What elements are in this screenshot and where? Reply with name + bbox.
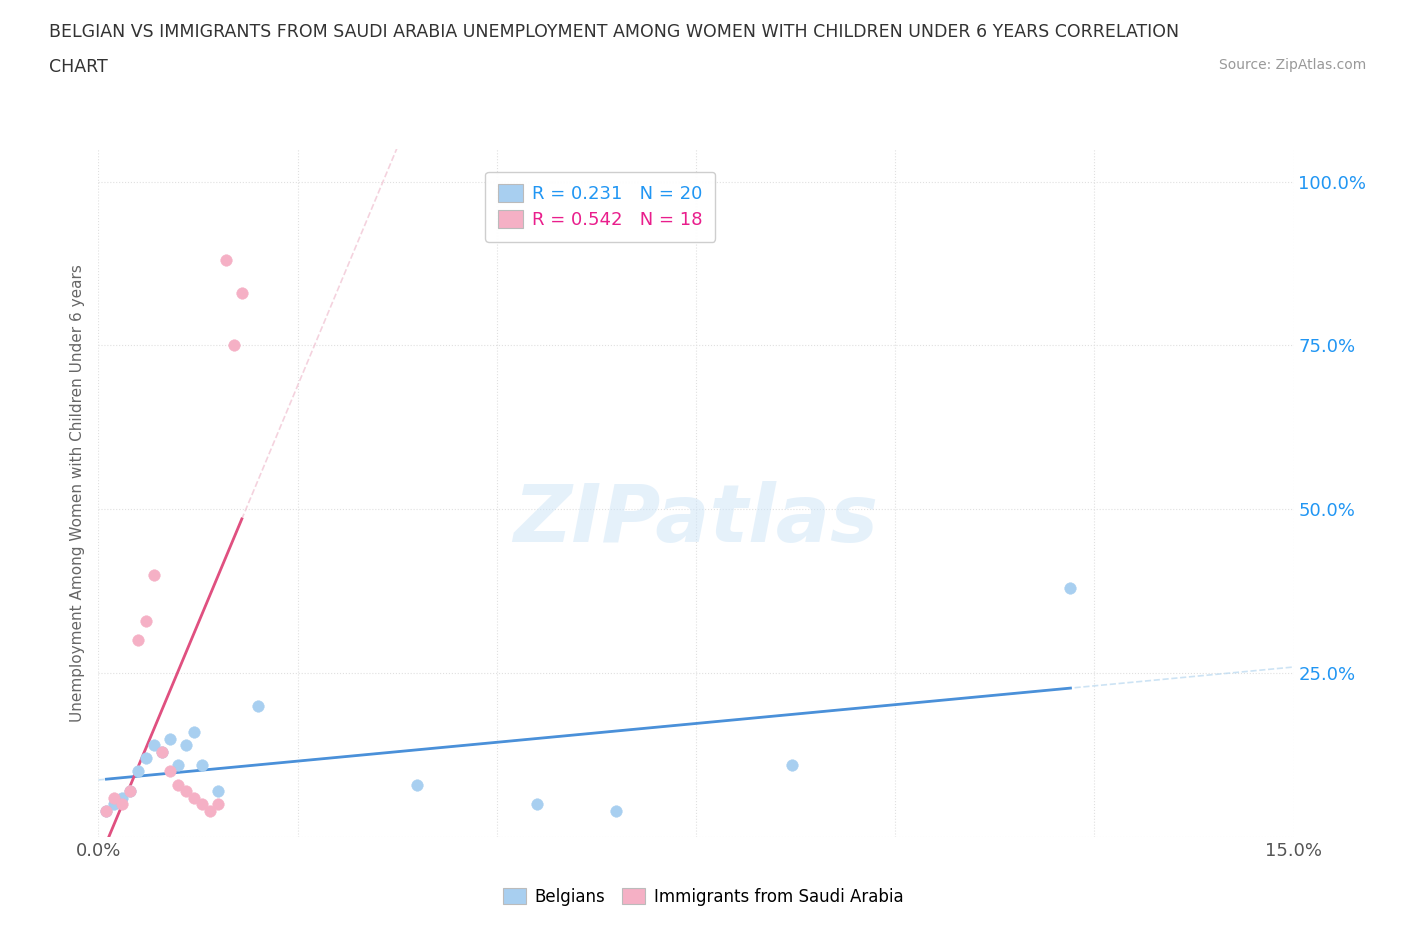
Point	[174, 737, 197, 752]
Text: ZIPatlas: ZIPatlas	[513, 482, 879, 560]
Point	[1059, 580, 1081, 595]
Point	[207, 784, 229, 799]
Point	[135, 613, 157, 628]
Point	[135, 751, 157, 765]
Point	[215, 253, 238, 268]
Point	[111, 797, 134, 812]
Point	[120, 784, 142, 799]
Point	[150, 744, 173, 759]
Point	[780, 757, 803, 772]
Point	[159, 731, 181, 746]
Point	[96, 804, 118, 818]
Point	[526, 797, 548, 812]
Legend: Belgians, Immigrants from Saudi Arabia: Belgians, Immigrants from Saudi Arabia	[496, 881, 910, 912]
Point	[111, 790, 134, 805]
Point	[231, 286, 253, 300]
Point	[143, 567, 166, 582]
Point	[159, 764, 181, 779]
Point	[183, 724, 205, 739]
Point	[207, 797, 229, 812]
Point	[103, 797, 125, 812]
Point	[120, 784, 142, 799]
Point	[198, 804, 221, 818]
Point	[605, 804, 627, 818]
Point	[222, 338, 245, 352]
Point	[191, 797, 214, 812]
Legend: R = 0.231   N = 20, R = 0.542   N = 18: R = 0.231 N = 20, R = 0.542 N = 18	[485, 172, 716, 242]
Point	[191, 757, 214, 772]
Point	[143, 737, 166, 752]
Point	[406, 777, 429, 792]
Point	[167, 777, 190, 792]
Text: Source: ZipAtlas.com: Source: ZipAtlas.com	[1219, 58, 1367, 72]
Point	[103, 790, 125, 805]
Text: CHART: CHART	[49, 58, 108, 75]
Point	[183, 790, 205, 805]
Point	[150, 744, 173, 759]
Y-axis label: Unemployment Among Women with Children Under 6 years: Unemployment Among Women with Children U…	[70, 264, 86, 722]
Point	[127, 764, 149, 779]
Point	[127, 633, 149, 648]
Point	[246, 698, 269, 713]
Point	[167, 757, 190, 772]
Point	[96, 804, 118, 818]
Text: BELGIAN VS IMMIGRANTS FROM SAUDI ARABIA UNEMPLOYMENT AMONG WOMEN WITH CHILDREN U: BELGIAN VS IMMIGRANTS FROM SAUDI ARABIA …	[49, 23, 1180, 41]
Point	[174, 784, 197, 799]
